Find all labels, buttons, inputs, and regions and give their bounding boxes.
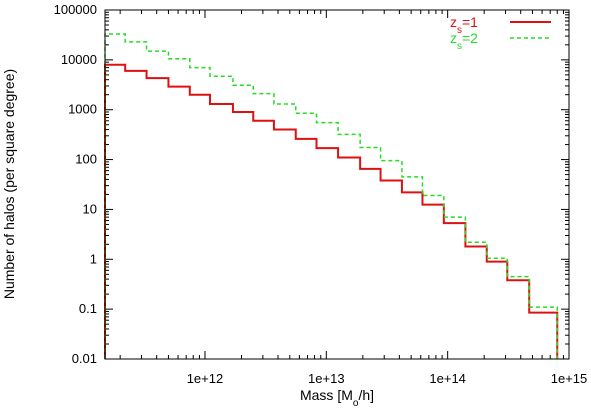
legend-label-zs1: zs=1 xyxy=(450,14,478,36)
tick-labels: 1e+12 1e+13 1e+14 1e+15 0.01 0.1 1 10 100 1000 100… xyxy=(54,2,588,386)
x-axis-title: Mass [Mo/h] xyxy=(300,387,374,409)
y-tick-label: 100 xyxy=(75,152,97,167)
y-tick-label: 100000 xyxy=(54,2,97,17)
y-axis-title: Number of halos (per square degree) xyxy=(1,69,17,299)
y-tick-label: 10000 xyxy=(61,52,97,67)
y-tick-label: 0.01 xyxy=(72,351,97,366)
x-tick-label: 1e+13 xyxy=(308,371,345,386)
series-line-1 xyxy=(104,63,559,359)
series-layer xyxy=(104,33,559,359)
x-tick-label: 1e+12 xyxy=(187,371,224,386)
x-tick-label: 1e+14 xyxy=(429,371,466,386)
legend-entry-zs2: zs=2 xyxy=(450,30,551,52)
y-tick-label: 10 xyxy=(83,201,97,216)
x-tick-label: 1e+15 xyxy=(551,371,588,386)
y-tick-label: 1 xyxy=(90,251,97,266)
y-tick-label: 1000 xyxy=(68,102,97,117)
plot-frame xyxy=(104,9,570,360)
legend: zs=1 zs=2 xyxy=(450,14,551,52)
y-tick-label: 0.1 xyxy=(79,301,97,316)
series-line-2 xyxy=(104,33,558,359)
legend-label-zs2: zs=2 xyxy=(450,30,478,52)
axis-ticks xyxy=(105,9,570,360)
legend-entry-zs1: zs=1 xyxy=(450,14,551,36)
